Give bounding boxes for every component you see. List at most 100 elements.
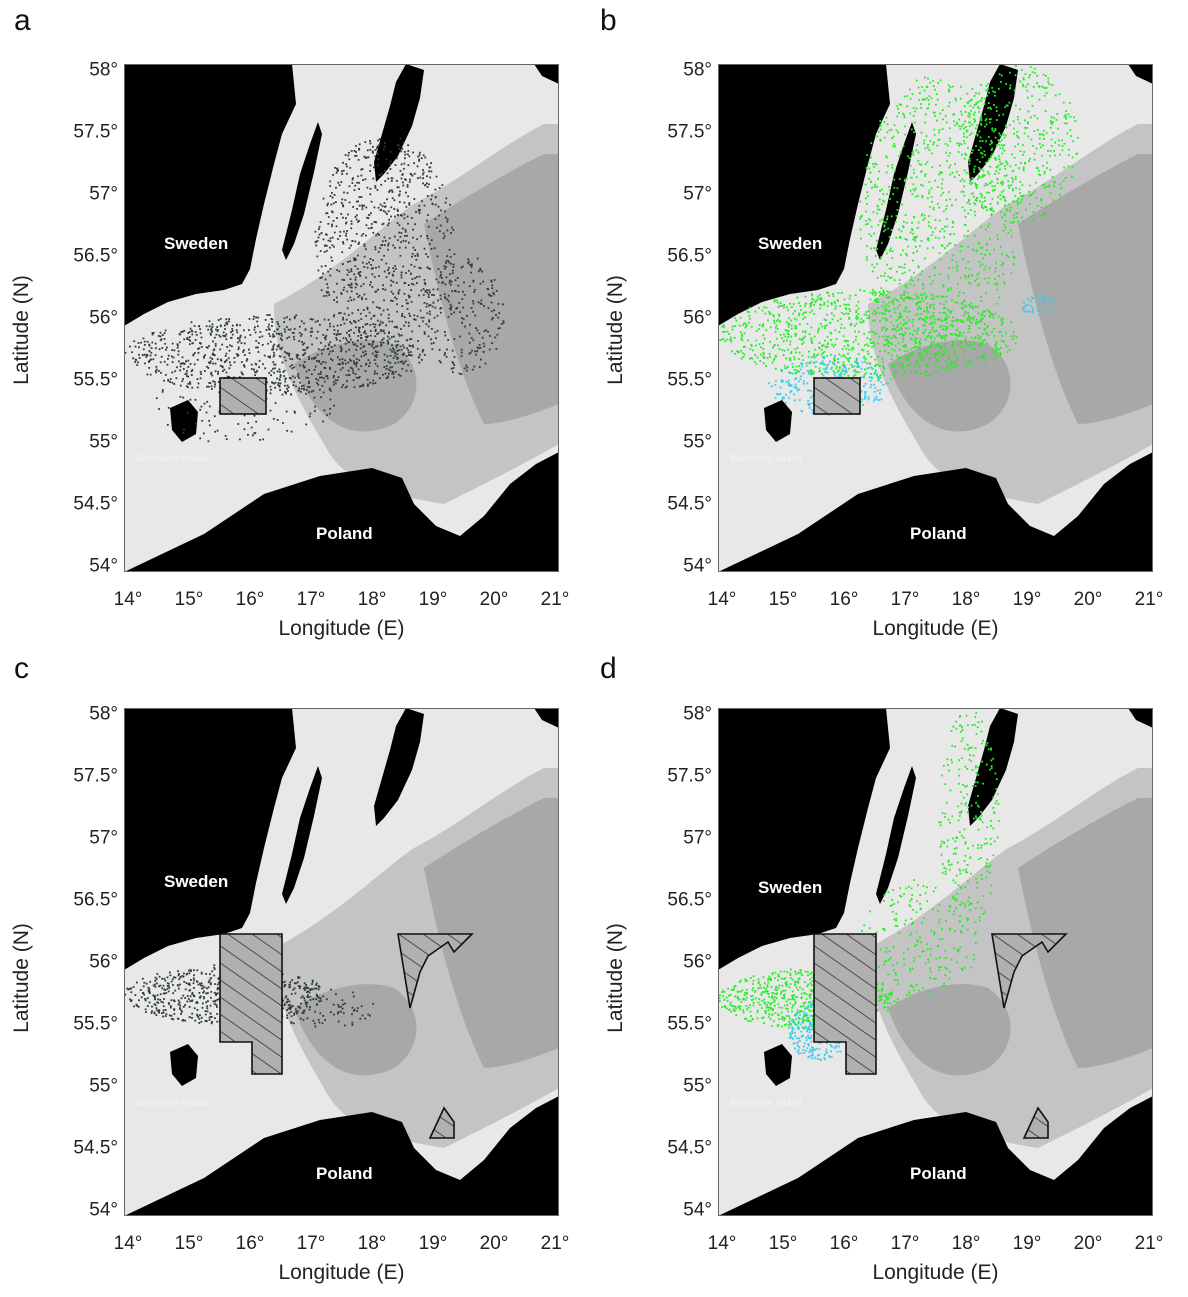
observation-point [800,338,803,341]
observation-point [424,183,427,186]
observation-point [398,231,401,234]
observation-point [278,378,281,381]
observation-point [831,366,833,369]
panel-letter: b [600,4,617,37]
observation-point [839,305,842,308]
observation-point [882,365,884,367]
observation-point [315,244,318,247]
observation-point [971,149,974,152]
land-east [1128,64,1153,84]
observation-point [993,335,996,337]
observation-point [839,366,841,368]
observation-point [845,357,848,360]
observation-point [344,342,347,345]
observation-point [975,197,978,199]
observation-point [386,213,388,215]
observation-point [394,296,396,299]
observation-point [182,396,185,399]
observation-point [890,229,893,231]
observation-point [289,1004,292,1006]
observation-point [360,343,362,345]
observation-point [353,189,356,191]
observation-point [753,360,756,363]
observation-point [978,149,980,151]
observation-point [372,347,375,349]
observation-point [946,218,948,221]
observation-point [731,350,734,353]
observation-point [964,311,967,313]
observation-point [913,215,915,218]
observation-point [340,324,342,326]
observation-point [378,138,381,140]
observation-point [224,355,227,357]
observation-point [867,310,870,312]
observation-point [878,291,881,294]
observation-point [937,345,940,348]
observation-point [188,343,191,346]
observation-point [396,180,398,182]
observation-point [759,353,762,356]
observation-point [491,342,493,344]
observation-point [748,307,751,309]
observation-point [320,232,323,235]
observation-point [181,362,183,365]
observation-point [969,342,971,345]
observation-point [964,120,966,123]
observation-point [961,206,964,209]
observation-point [144,998,146,1000]
observation-point [745,325,748,327]
observation-point [369,381,372,384]
observation-point [918,306,921,309]
observation-point [225,352,228,355]
observation-point [1027,96,1029,99]
observation-point [468,285,471,288]
observation-point [1038,137,1041,140]
observation-point [270,388,272,391]
observation-point [204,1013,207,1016]
observation-point [838,353,841,356]
observation-point [181,380,184,383]
observation-point [211,353,214,356]
observation-point [830,353,832,356]
observation-point [954,244,957,246]
observation-point [904,307,907,310]
observation-point [187,983,190,986]
observation-point [944,343,947,346]
observation-point [339,230,342,233]
observation-point [200,405,203,408]
observation-point [331,196,334,199]
observation-point [351,182,354,184]
observation-point [355,326,357,329]
observation-point [851,349,854,351]
observation-point [427,293,430,296]
observation-point [350,290,353,293]
observation-point [177,999,180,1002]
land-east [534,708,559,728]
observation-point [788,382,790,385]
observation-point [786,329,788,332]
observation-point [357,368,360,371]
observation-point [977,334,979,337]
observation-point [225,438,228,440]
observation-point [964,152,966,155]
observation-point [948,166,951,169]
observation-point [866,317,869,320]
observation-point [1026,310,1029,313]
observation-point [331,236,334,239]
observation-point [919,338,922,341]
observation-point [1003,149,1006,152]
observation-point [477,347,480,350]
observation-point [427,325,430,328]
observation-point [439,275,442,278]
observation-point [425,323,428,325]
observation-point [796,389,799,392]
observation-point [939,171,942,174]
observation-point [998,275,1000,277]
observation-point [394,371,397,373]
observation-point [879,350,881,353]
observation-point [901,363,903,366]
observation-point [914,237,916,240]
observation-point [442,232,445,235]
observation-point [900,296,902,299]
observation-point [994,185,996,187]
